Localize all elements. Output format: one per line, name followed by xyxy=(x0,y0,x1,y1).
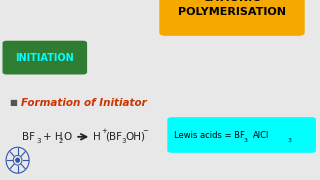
Text: + H: + H xyxy=(43,132,63,142)
Text: BF: BF xyxy=(22,132,36,142)
Text: (: ( xyxy=(105,132,109,142)
Text: +: + xyxy=(102,128,108,134)
Text: −: − xyxy=(142,128,148,134)
Text: AlCl: AlCl xyxy=(253,130,269,140)
Text: 2: 2 xyxy=(59,138,63,144)
Text: OH): OH) xyxy=(125,132,145,142)
FancyBboxPatch shape xyxy=(168,118,315,152)
FancyBboxPatch shape xyxy=(160,0,304,35)
Text: ■: ■ xyxy=(10,98,18,107)
Text: 3: 3 xyxy=(243,138,247,143)
Circle shape xyxy=(16,158,19,162)
Text: O: O xyxy=(63,132,72,142)
Text: 3: 3 xyxy=(121,138,125,144)
Text: H: H xyxy=(93,132,101,142)
Text: CATIONIC
POLYMERISATION: CATIONIC POLYMERISATION xyxy=(178,0,286,17)
Text: Formation of Initiator: Formation of Initiator xyxy=(21,98,147,108)
Text: 3: 3 xyxy=(37,138,41,144)
Text: INITIATION: INITIATION xyxy=(15,53,74,63)
Text: 3: 3 xyxy=(288,138,292,143)
FancyBboxPatch shape xyxy=(3,41,86,74)
Text: Lewis acids = BF: Lewis acids = BF xyxy=(174,130,245,140)
Text: BF: BF xyxy=(109,132,122,142)
